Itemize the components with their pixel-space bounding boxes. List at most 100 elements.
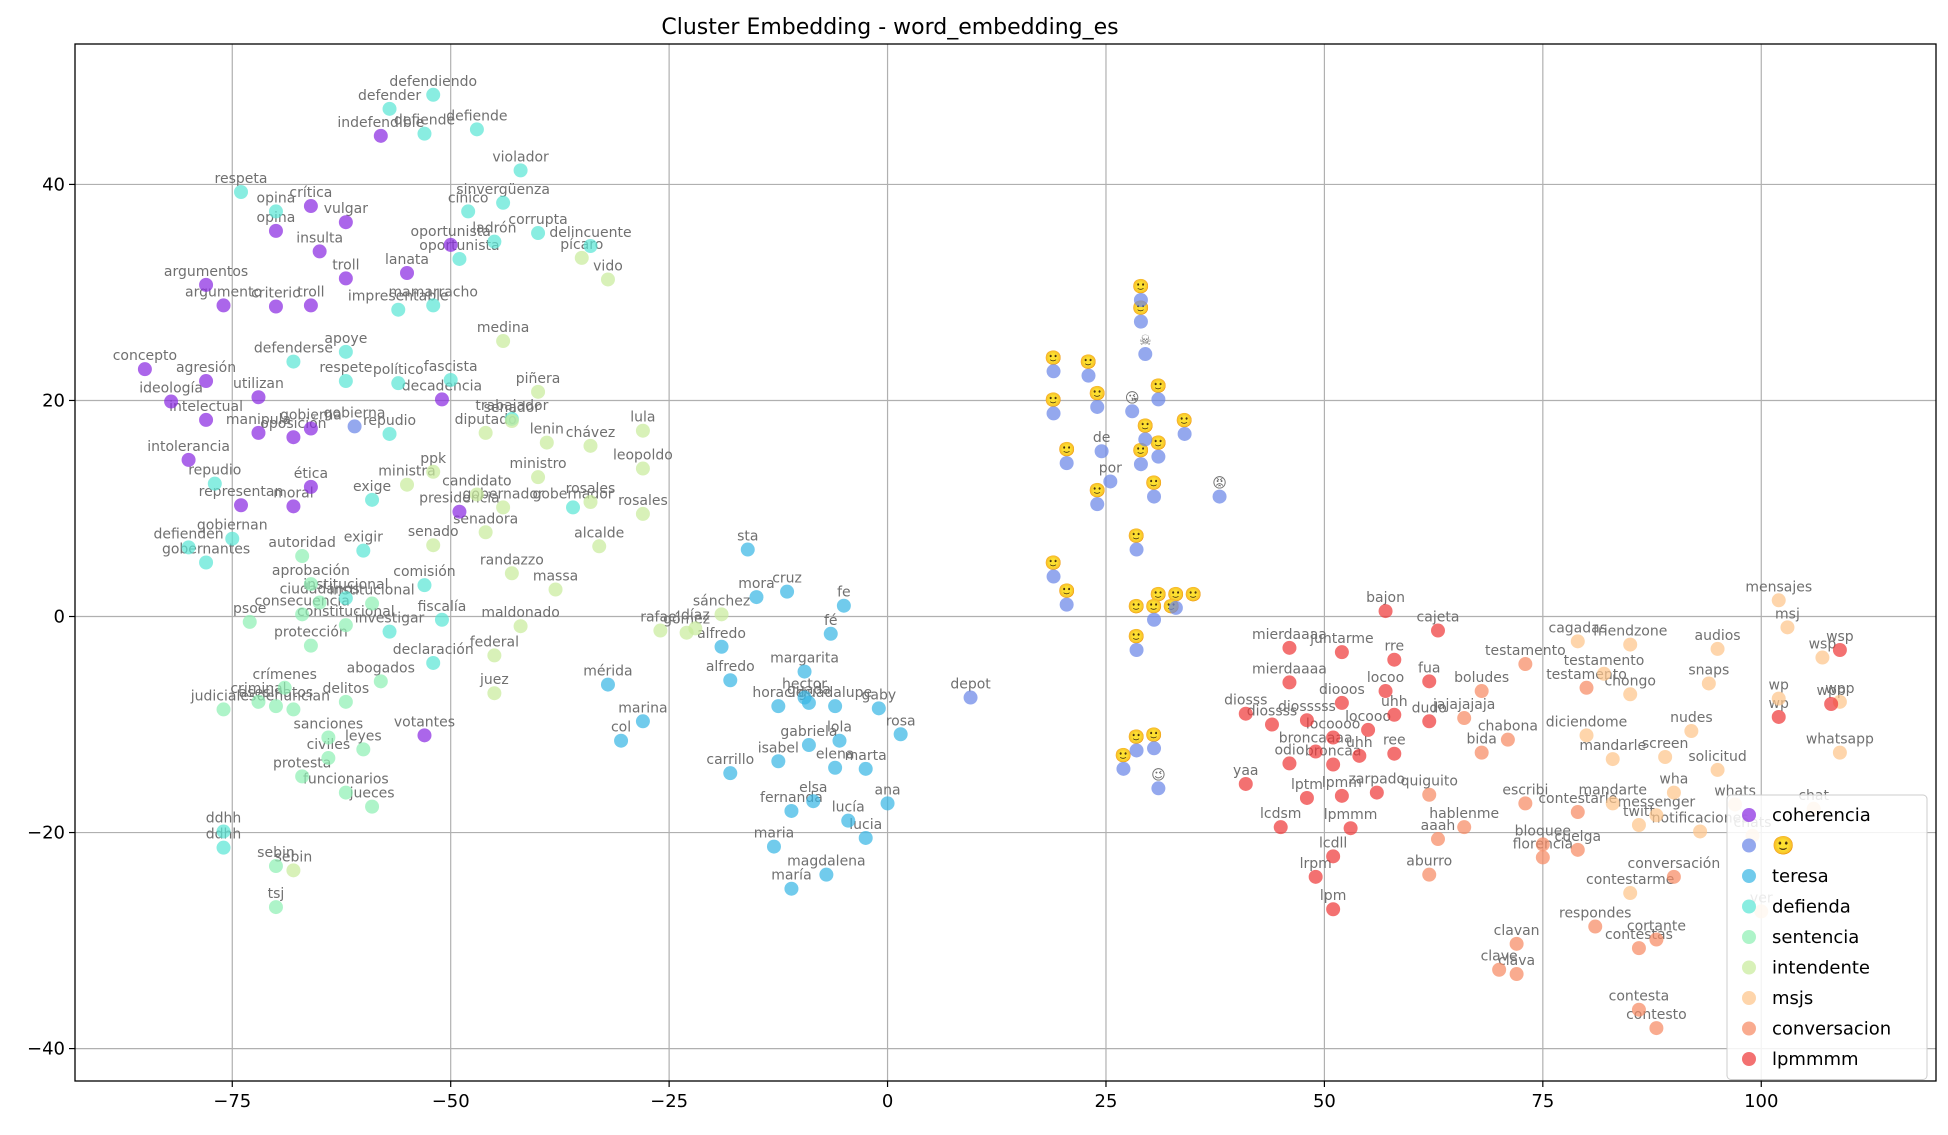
point-label: lpmmm bbox=[1324, 807, 1378, 823]
data-point bbox=[740, 542, 755, 557]
point-label: argumentos bbox=[164, 264, 248, 280]
data-point bbox=[303, 479, 318, 494]
point-label: lanata bbox=[385, 252, 429, 268]
legend-marker bbox=[1742, 1052, 1756, 1066]
data-point bbox=[1500, 732, 1515, 747]
data-point bbox=[1147, 489, 1162, 504]
data-point bbox=[286, 863, 301, 878]
data-point bbox=[574, 250, 589, 265]
data-point bbox=[635, 461, 650, 476]
point-label: exigir bbox=[344, 530, 383, 546]
data-point bbox=[1771, 691, 1786, 706]
point-label: leyes bbox=[345, 728, 382, 744]
data-point bbox=[400, 266, 415, 281]
point-label: testamento bbox=[1546, 667, 1627, 683]
data-point bbox=[1059, 597, 1074, 612]
data-point bbox=[1649, 1021, 1664, 1036]
data-point bbox=[164, 394, 179, 409]
data-point bbox=[592, 539, 607, 554]
point-label: elena bbox=[816, 747, 855, 763]
point-label: vido bbox=[593, 258, 623, 274]
point-label: ética bbox=[294, 466, 328, 482]
data-point bbox=[338, 271, 353, 286]
data-point bbox=[1059, 456, 1074, 471]
data-point bbox=[347, 419, 362, 434]
data-point bbox=[268, 223, 283, 238]
point-label: maldonado bbox=[481, 605, 559, 621]
point-label: fe bbox=[837, 585, 851, 601]
point-label: ciudadanos bbox=[280, 581, 360, 597]
data-point bbox=[199, 374, 214, 389]
point-label: diputado bbox=[455, 412, 517, 428]
point-label: mandarte bbox=[1579, 782, 1647, 798]
point-label: aprobación bbox=[272, 563, 350, 579]
point-label: alcalde bbox=[574, 525, 624, 541]
point-label: boludes bbox=[1454, 670, 1509, 686]
data-point bbox=[531, 384, 546, 399]
data-point bbox=[1570, 842, 1585, 857]
point-label: 🙂 bbox=[1058, 583, 1075, 600]
data-point bbox=[338, 694, 353, 709]
point-label: 🙂 bbox=[1145, 726, 1162, 743]
point-label: gaby bbox=[861, 687, 896, 703]
data-point bbox=[286, 430, 301, 445]
data-point bbox=[295, 769, 310, 784]
point-label: indefendible bbox=[337, 115, 424, 131]
data-point bbox=[1457, 711, 1472, 726]
data-point bbox=[426, 655, 441, 670]
point-label: ree bbox=[1383, 733, 1406, 749]
point-label: 🙂 bbox=[1080, 354, 1097, 371]
point-label: gobierna bbox=[280, 408, 342, 424]
data-point bbox=[513, 163, 528, 178]
data-point bbox=[1430, 832, 1445, 847]
point-label: 😡 bbox=[1212, 476, 1227, 492]
point-label: troll bbox=[297, 284, 324, 300]
point-label: elsa bbox=[799, 780, 827, 796]
point-label: mora bbox=[738, 576, 775, 592]
point-label: marta bbox=[845, 748, 887, 764]
point-label: hablenme bbox=[1429, 806, 1499, 822]
data-point bbox=[583, 438, 598, 453]
legend-marker bbox=[1742, 899, 1756, 914]
point-label: wha bbox=[1659, 772, 1688, 788]
data-point bbox=[1090, 399, 1105, 414]
data-point bbox=[714, 639, 729, 654]
point-label: defienden bbox=[153, 526, 223, 542]
data-point bbox=[426, 87, 441, 102]
data-point bbox=[1212, 489, 1227, 504]
point-label: díaz bbox=[681, 607, 710, 623]
point-label: rafael bbox=[640, 610, 680, 626]
data-point bbox=[268, 900, 283, 915]
data-point bbox=[277, 680, 292, 695]
point-label: msj bbox=[1775, 606, 1800, 622]
data-point bbox=[251, 425, 266, 440]
data-point bbox=[338, 215, 353, 230]
point-label: troll bbox=[332, 257, 359, 273]
point-label: manipula bbox=[226, 412, 291, 428]
data-point bbox=[1492, 962, 1507, 977]
point-label: funcionarios bbox=[303, 772, 389, 788]
x-tick-label: −75 bbox=[213, 1091, 251, 1112]
point-label: contesta bbox=[1609, 989, 1670, 1005]
x-tick-label: 25 bbox=[1095, 1091, 1118, 1112]
point-label: hector bbox=[782, 677, 827, 693]
point-label: chongo bbox=[1604, 673, 1655, 689]
data-point bbox=[1649, 808, 1664, 823]
point-label: bajon bbox=[1366, 590, 1405, 606]
data-point bbox=[268, 204, 283, 219]
data-point bbox=[1326, 902, 1341, 917]
point-label: cuelga bbox=[1555, 829, 1602, 845]
point-label: diooos bbox=[1319, 682, 1365, 698]
data-point bbox=[784, 803, 799, 818]
point-label: yaa bbox=[1233, 763, 1258, 779]
point-label: wsp bbox=[1826, 629, 1854, 645]
point-label: delincuente bbox=[549, 225, 631, 241]
point-label: zarpado bbox=[1349, 772, 1406, 788]
data-point bbox=[1129, 642, 1144, 657]
point-label: contestarme bbox=[1586, 872, 1674, 888]
data-point bbox=[1334, 645, 1349, 660]
data-point bbox=[234, 184, 249, 199]
point-label: aburro bbox=[1406, 854, 1452, 870]
y-tick-label: 0 bbox=[54, 607, 65, 628]
data-point bbox=[1570, 805, 1585, 820]
